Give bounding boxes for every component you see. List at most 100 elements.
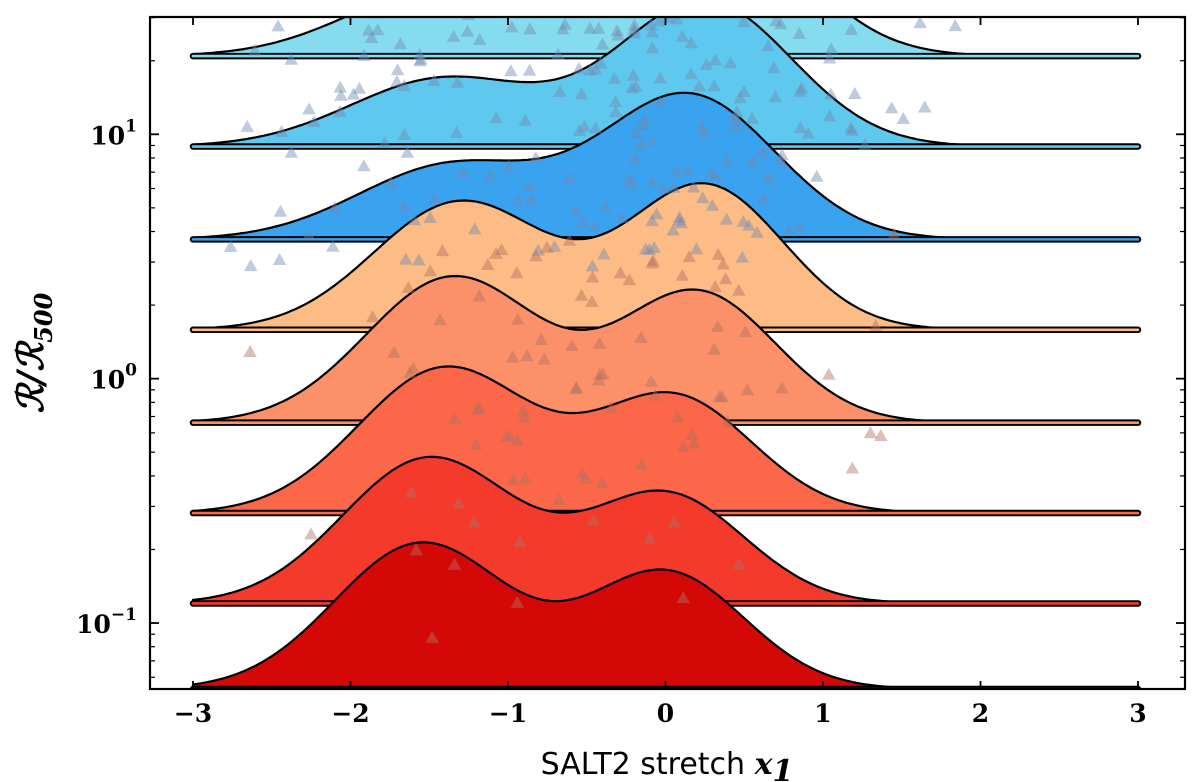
scatter-point <box>404 485 419 498</box>
scatter-layer <box>223 0 962 643</box>
plot-frame <box>148 15 1187 691</box>
scatter-point <box>569 203 583 216</box>
scatter-point <box>720 154 734 166</box>
scatter-point <box>397 128 412 140</box>
scatter-point <box>284 0 298 2</box>
scatter-point <box>518 471 532 484</box>
scatter-point <box>769 17 783 27</box>
scatter-point <box>531 243 545 256</box>
x-tick-label: 1 <box>814 699 831 728</box>
scatter-point <box>240 119 254 132</box>
scatter-point <box>365 310 380 323</box>
scatter-point <box>423 211 437 223</box>
scatter-point <box>824 87 838 100</box>
scatter-point <box>874 429 888 441</box>
scatter-point <box>761 39 775 52</box>
scatter-point <box>423 264 438 277</box>
scatter-point <box>505 350 520 363</box>
scatter-point <box>694 0 708 7</box>
scatter-point <box>710 319 725 332</box>
scatter-point <box>742 218 756 231</box>
scatter-point <box>718 272 733 285</box>
scatter-point <box>750 225 764 238</box>
scatter-point <box>401 281 416 293</box>
scatter-point <box>284 145 299 158</box>
scatter-point <box>552 492 566 505</box>
scatter-point <box>304 527 318 540</box>
x-tick-label: 2 <box>972 699 989 728</box>
scatter-point <box>757 191 771 204</box>
scatter-point <box>494 243 509 255</box>
scatter-point <box>397 199 412 212</box>
ridge-9 <box>191 541 1140 689</box>
scatter-point <box>510 266 524 279</box>
scatter-point <box>326 239 340 252</box>
scatter-point <box>719 212 734 225</box>
scatter-point <box>696 191 710 204</box>
scatter-point <box>472 33 487 45</box>
scatter-point <box>845 123 859 136</box>
scatter-point <box>652 17 667 27</box>
scatter-point <box>529 151 543 163</box>
scatter-point <box>328 201 342 214</box>
scatter-point <box>676 591 690 604</box>
scatter-point <box>729 118 744 131</box>
scatter-point <box>793 121 807 134</box>
scatter-point <box>572 61 586 74</box>
scatter-point <box>409 543 424 556</box>
scatter-point <box>653 71 667 84</box>
scatter-point <box>399 252 413 265</box>
scatter-point <box>589 62 603 75</box>
scatter-point <box>715 389 729 402</box>
scatter-point <box>740 383 755 396</box>
scatter-point <box>469 437 483 450</box>
scatter-point <box>634 457 649 470</box>
scatter-point <box>824 42 838 55</box>
scatter-point <box>450 75 465 88</box>
scatter-point <box>588 121 603 134</box>
scatter-point <box>704 165 718 178</box>
scatter-point <box>446 29 461 42</box>
scatter-point <box>588 219 602 232</box>
y-axis: 10210110010−1 <box>76 17 1185 678</box>
scatter-point <box>649 207 664 220</box>
scatter-point <box>510 595 525 608</box>
scatter-point <box>694 119 709 132</box>
scatter-point <box>672 210 687 223</box>
scatter-point <box>762 171 776 184</box>
scatter-point <box>449 125 464 138</box>
scatter-point <box>647 240 661 253</box>
scatter-point <box>615 210 629 223</box>
scatter-point <box>572 123 587 136</box>
scatter-point <box>427 74 441 86</box>
scatter-point <box>579 471 593 484</box>
scatter-point <box>684 36 698 49</box>
ridge-layer <box>189 17 1142 689</box>
scatter-point <box>622 171 636 184</box>
scatter-point <box>547 239 562 252</box>
scatter-point <box>708 280 722 293</box>
scatter-point <box>661 17 675 23</box>
scatter-point <box>682 250 696 263</box>
scatter-point <box>518 113 532 126</box>
scatter-point <box>653 95 667 108</box>
scatter-point <box>692 79 707 92</box>
scatter-point <box>425 630 439 643</box>
scatter-point <box>274 125 289 137</box>
scatter-point <box>820 0 834 6</box>
scatter-point <box>610 24 624 37</box>
scatter-point <box>623 176 638 189</box>
scatter-point <box>681 163 695 176</box>
scatter-point <box>887 227 901 240</box>
scatter-point <box>593 367 607 380</box>
y-tick-label: 10−1 <box>76 605 137 639</box>
scatter-point <box>666 223 680 236</box>
scatter-point <box>352 81 367 94</box>
scatter-point <box>510 433 525 446</box>
scatter-point <box>390 63 405 76</box>
scatter-point <box>775 381 789 394</box>
scatter-point <box>592 336 607 349</box>
scatter-point <box>845 461 860 474</box>
scatter-point <box>627 26 642 39</box>
scatter-point <box>685 427 699 440</box>
